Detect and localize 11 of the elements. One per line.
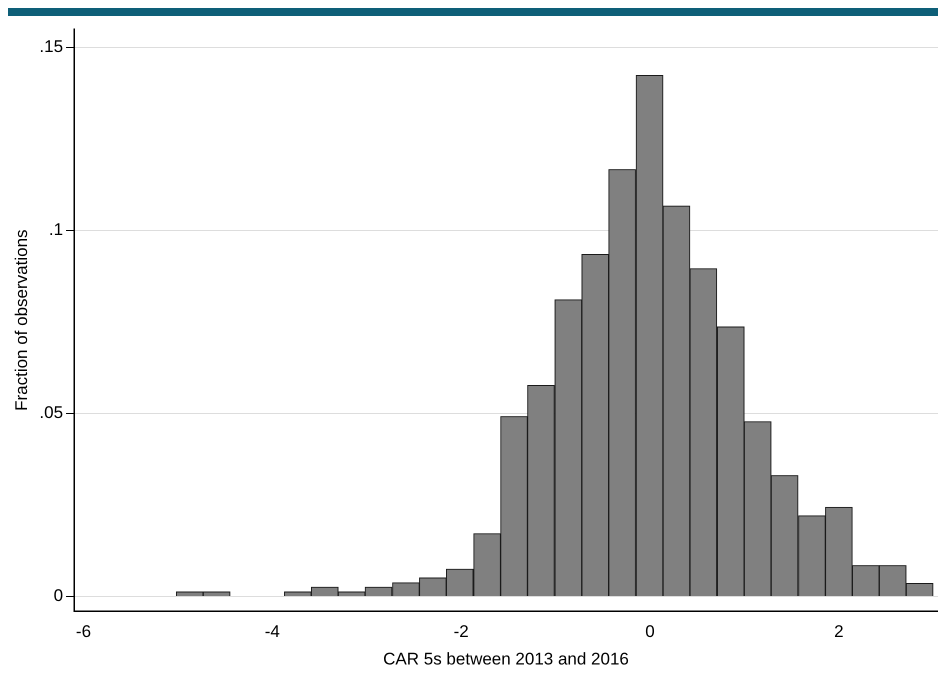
x-tick-label: -6 xyxy=(76,622,92,642)
y-tick-label: .15 xyxy=(39,37,64,56)
x-tick-label: 0 xyxy=(645,622,655,642)
x-tick-label: 2 xyxy=(834,622,844,642)
x-axis-title: CAR 5s between 2013 and 2016 xyxy=(383,649,629,668)
y-tick-label: .05 xyxy=(39,403,64,422)
y-tick-label: .1 xyxy=(48,220,64,240)
x-tick-label: -4 xyxy=(264,622,280,642)
y-tick-label: 0 xyxy=(54,586,64,606)
x-tick-label: -2 xyxy=(454,622,469,642)
y-axis-title: Fraction of observations xyxy=(12,229,31,411)
